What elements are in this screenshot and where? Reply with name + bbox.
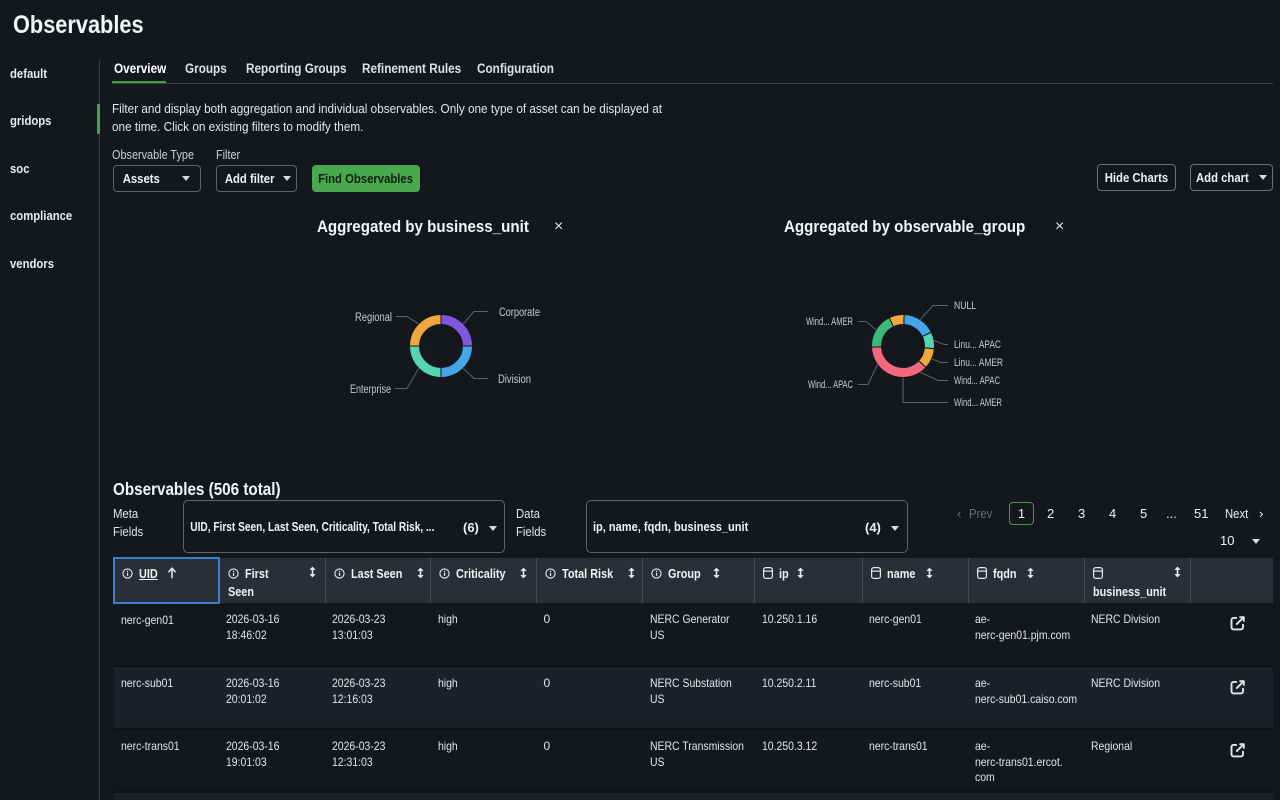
svg-text:Corporate: Corporate [499, 307, 540, 319]
svg-text:Wind... AMER: Wind... AMER [806, 316, 853, 328]
svg-text:Enterprise: Enterprise [350, 384, 391, 396]
svg-text:Wind... AMER: Wind... AMER [954, 397, 1002, 409]
svg-text:NULL: NULL [954, 300, 976, 312]
svg-text:Linu... AMER: Linu... AMER [954, 357, 1003, 369]
svg-text:Wind... APAC: Wind... APAC [954, 375, 1000, 387]
svg-text:Regional: Regional [355, 312, 392, 324]
svg-text:Division: Division [498, 374, 531, 386]
svg-text:Linu... APAC: Linu... APAC [954, 339, 1001, 351]
svg-text:Wind... APAC: Wind... APAC [808, 379, 853, 391]
